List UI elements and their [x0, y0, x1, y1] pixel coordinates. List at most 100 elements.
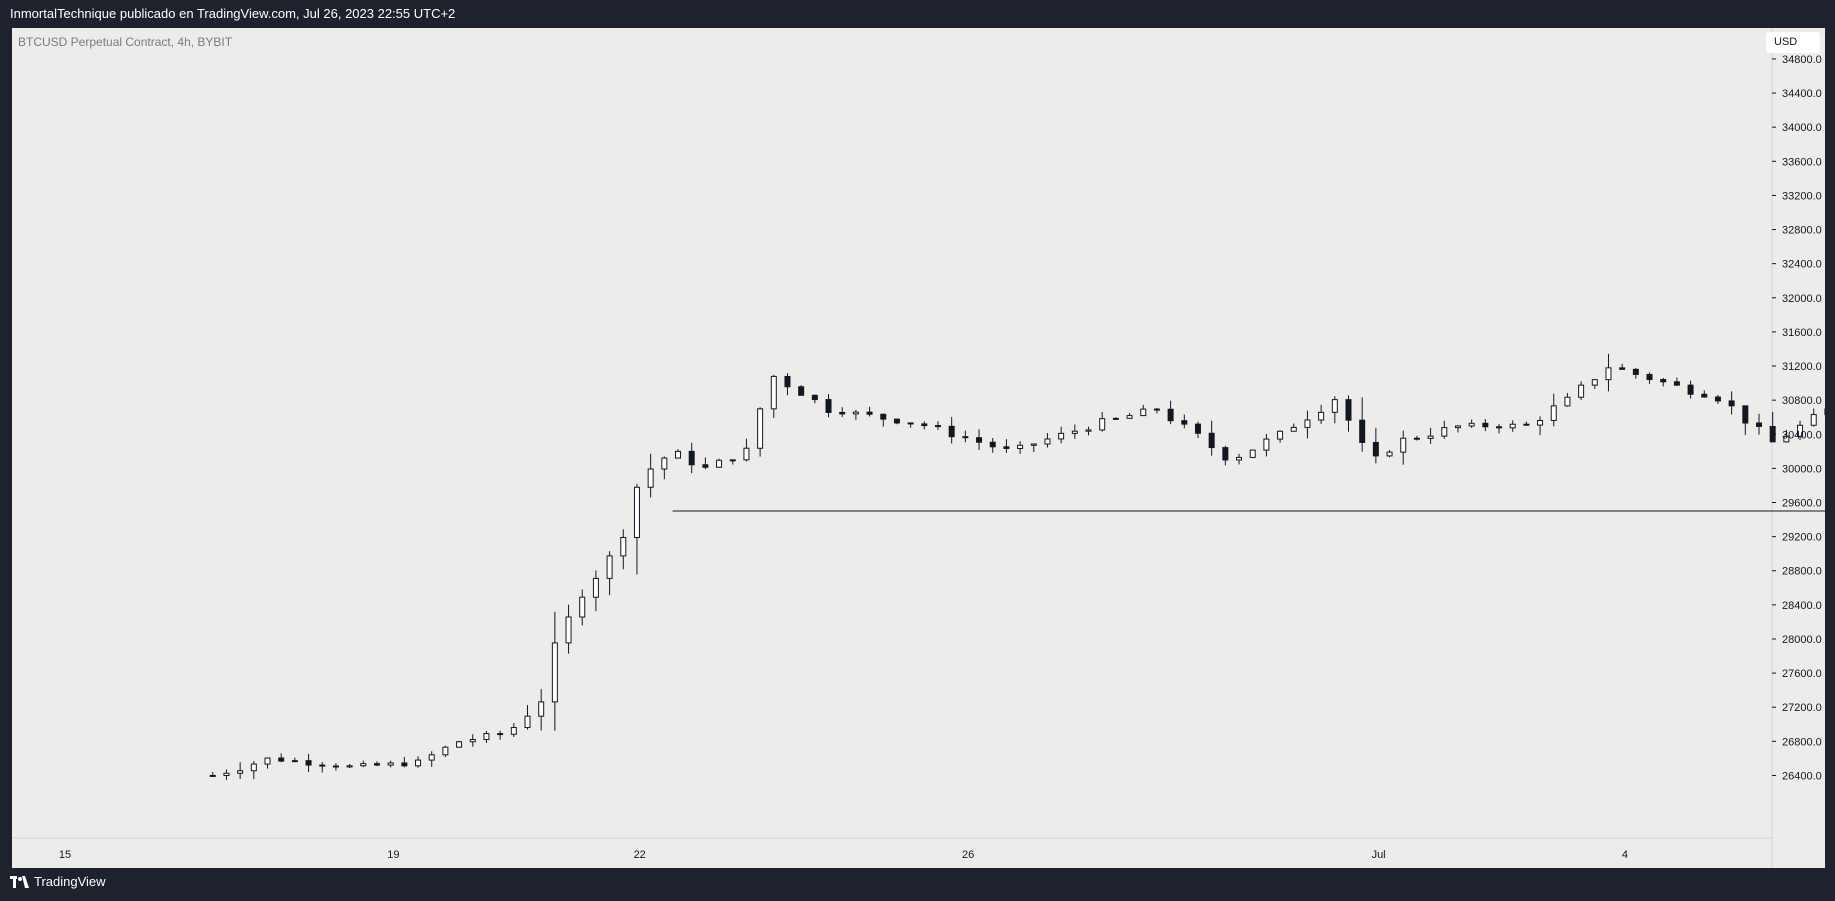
price-axis[interactable]: 34800.0 34400.0 34000.0 33600.0 33200.0 32800… [1772, 54, 1822, 783]
candle-body [1386, 451, 1393, 457]
price-tick-label: 33600.0 [1782, 156, 1822, 168]
candle-body [784, 375, 791, 388]
candle-body [1126, 415, 1133, 419]
price-tick-label: 28400.0 [1782, 600, 1822, 612]
candle-body [305, 760, 312, 766]
tradingview-logo-icon [10, 876, 29, 888]
price-tick-label: 32400.0 [1782, 259, 1822, 271]
candle-body [510, 727, 517, 735]
candle-body [647, 468, 654, 488]
candle-body [702, 464, 709, 468]
price-tick-label: 27600.0 [1782, 668, 1822, 680]
candle-body [770, 375, 777, 410]
candle-body [866, 411, 873, 415]
candle-body [415, 759, 422, 767]
candle-body [332, 765, 339, 768]
candle-body [633, 486, 640, 538]
candle-body [1687, 384, 1694, 395]
time-tick-label: Jul [1372, 849, 1386, 861]
candle-body [592, 577, 599, 598]
candle-body [387, 762, 394, 766]
candle-body [1030, 443, 1037, 446]
price-tick-label: 32000.0 [1782, 293, 1822, 305]
candle-body [456, 741, 463, 748]
candle-body [976, 437, 983, 443]
symbol-label: BTCUSD Perpetual Contract, 4h, BYBIT [18, 35, 233, 49]
chart-area[interactable]: Equal highs + M/O 34800.034400.034000.03… [12, 28, 1825, 868]
price-tick-label: 28000.0 [1782, 634, 1822, 646]
candle-body [962, 436, 969, 439]
candle-body [716, 459, 723, 468]
price-tick-label: 27200.0 [1782, 702, 1822, 714]
candle-body [893, 418, 900, 424]
candle-body [1468, 422, 1475, 427]
candle-body [401, 762, 408, 767]
candle-body [921, 423, 928, 427]
candle-body [1605, 367, 1612, 381]
annotation-layer: Equal highs + M/O [672, 510, 1825, 512]
candle-body [1783, 435, 1790, 443]
candlestick-chart[interactable]: Equal highs + M/O 34800.034400.034000.03… [12, 28, 1825, 868]
candle-body [524, 715, 531, 729]
candle-body [209, 774, 216, 777]
candle-body [811, 394, 818, 401]
candle-body [346, 765, 353, 768]
candle-body [907, 422, 914, 425]
candle-body [1153, 408, 1160, 411]
tradingview-brand: TradingView [34, 874, 106, 889]
candle-body [1728, 400, 1735, 407]
price-tick-label: 29200.0 [1782, 532, 1822, 544]
candle-body [319, 764, 326, 767]
candle-body [1277, 430, 1284, 440]
tradingview-logo[interactable]: TradingView [10, 868, 106, 896]
candle-body [1318, 411, 1325, 421]
candle-body [1660, 379, 1667, 383]
candle-body [1742, 405, 1749, 424]
candle-body [757, 408, 764, 449]
candle-body [1044, 438, 1051, 445]
candle-body [1017, 444, 1024, 449]
candle-body [1236, 456, 1243, 461]
price-tick-label: 29600.0 [1782, 498, 1822, 510]
publisher-bar: InmortalTechnique publicado en TradingVi… [0, 0, 1835, 28]
candle-body [620, 536, 627, 557]
price-tick-label: 34400.0 [1782, 88, 1822, 100]
candle-body [1537, 419, 1544, 426]
candle-body [798, 386, 805, 396]
price-tick-label: 34000.0 [1782, 122, 1822, 134]
candle-body [1646, 373, 1653, 381]
candle-body [1441, 427, 1448, 437]
candle-body [1797, 424, 1804, 437]
candle-body [497, 733, 504, 736]
candle-layer [209, 353, 1825, 780]
candle-body [1701, 393, 1708, 398]
candle-body [1071, 430, 1078, 434]
time-axis[interactable]: 15192226Jul47101317202427Ago471014 [59, 849, 1825, 861]
candle-body [1454, 425, 1461, 429]
currency-badge[interactable]: USD [1766, 32, 1820, 53]
candle-body [1112, 417, 1119, 420]
candle-body [934, 425, 941, 428]
price-tick-label: 31600.0 [1782, 327, 1822, 339]
candle-body [1632, 368, 1639, 375]
candle-body [469, 739, 476, 743]
candle-body [278, 757, 285, 762]
time-tick-label: 26 [962, 849, 974, 861]
price-tick-label: 28800.0 [1782, 566, 1822, 578]
candle-body [360, 763, 367, 767]
candle-body [1058, 432, 1065, 440]
price-tick-label: 26400.0 [1782, 770, 1822, 782]
candle-body [661, 457, 668, 470]
candle-body [428, 754, 435, 761]
candle-body [1194, 423, 1201, 434]
candle-body [551, 642, 558, 703]
candle-body [291, 760, 298, 763]
candle-body [538, 701, 545, 717]
time-tick-label: 19 [387, 849, 399, 861]
candle-body [1003, 446, 1010, 449]
price-tick-label: 31200.0 [1782, 361, 1822, 373]
candle-body [1167, 408, 1174, 422]
price-tick-label: 33200.0 [1782, 190, 1822, 202]
time-tick-label: 22 [634, 849, 646, 861]
candle-body [839, 411, 846, 415]
